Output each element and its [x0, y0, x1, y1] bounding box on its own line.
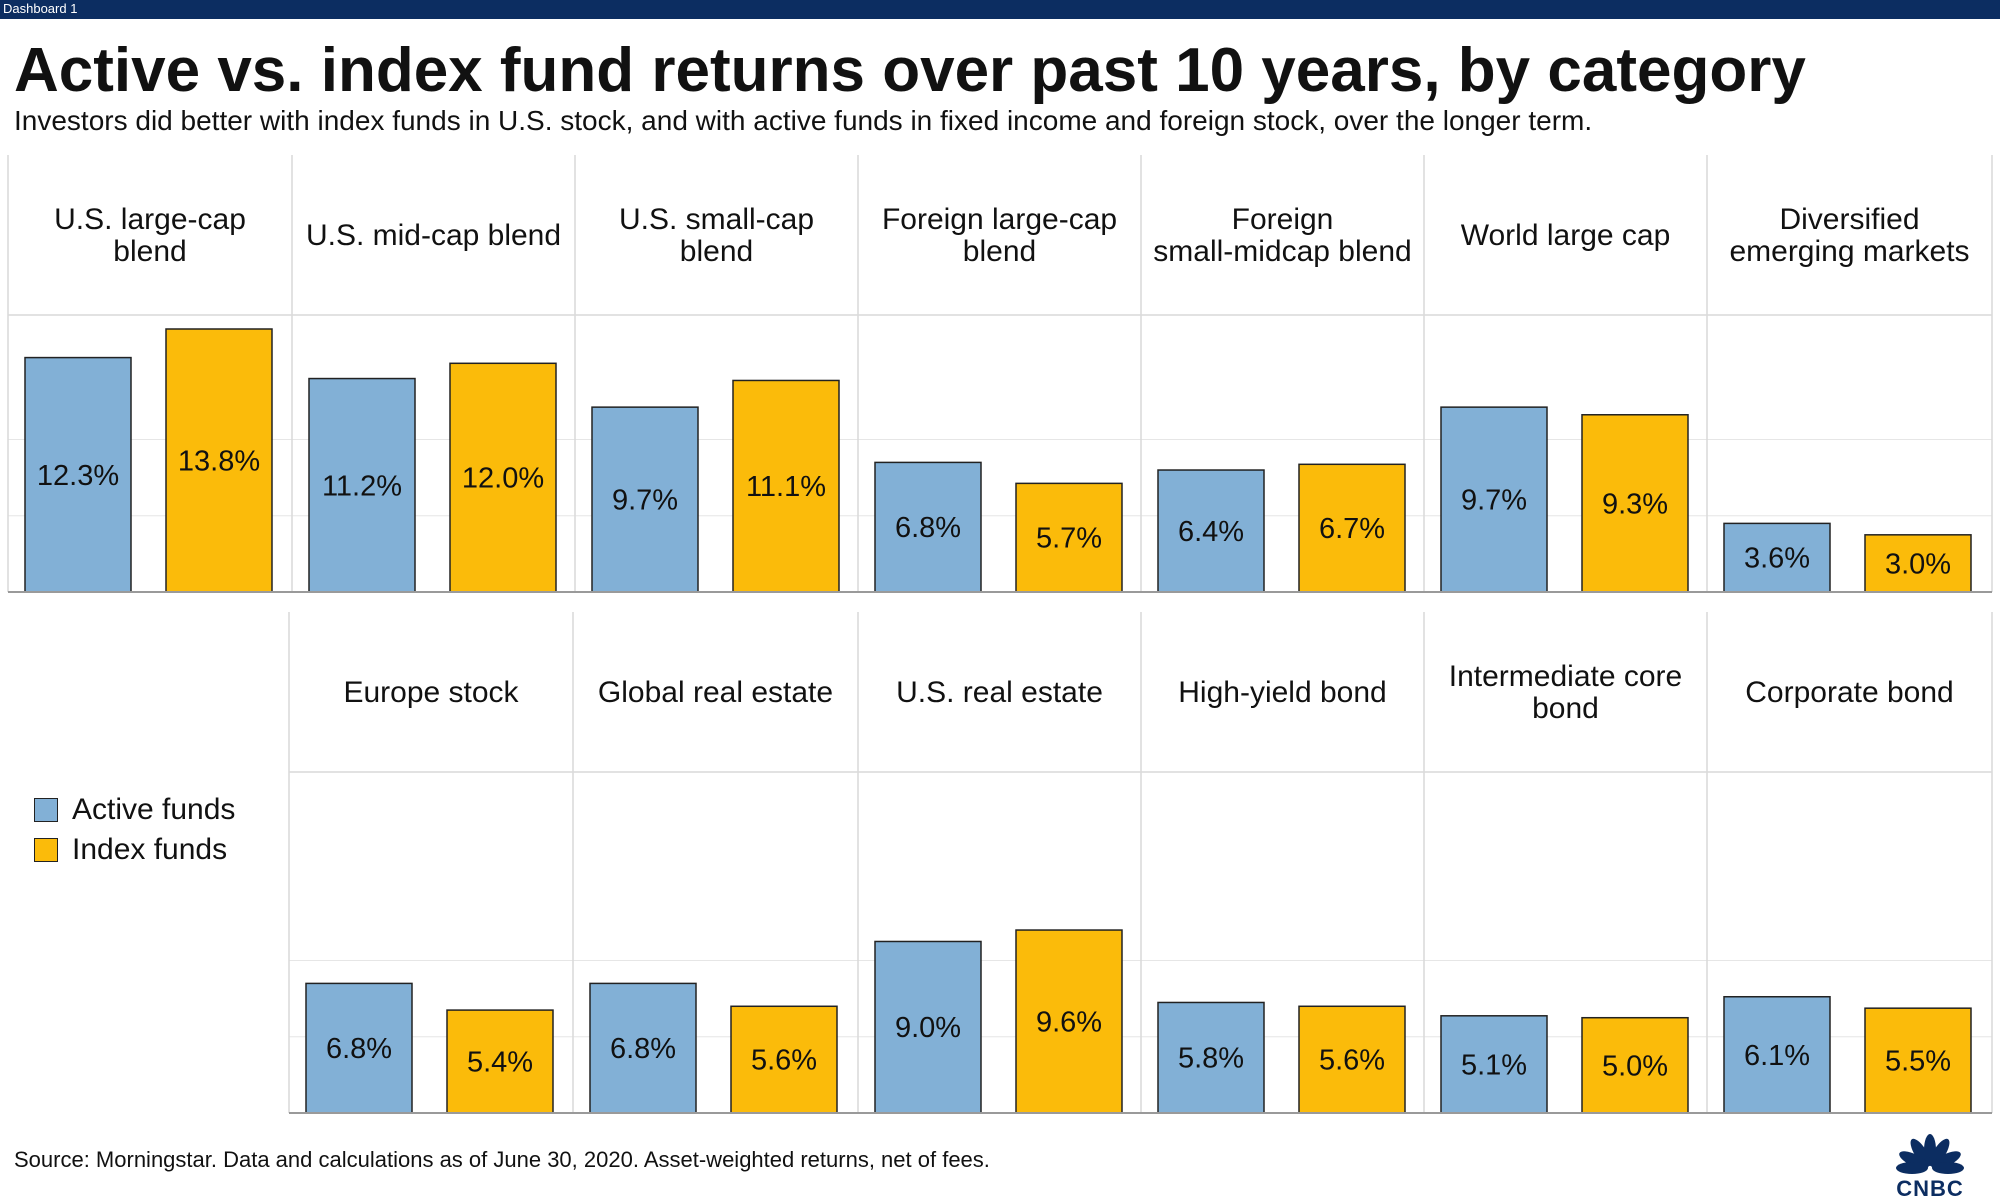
category-label: Foreign large-cap blend	[882, 203, 1117, 268]
bar-index	[449, 362, 557, 593]
bar-index	[446, 1009, 554, 1114]
bar-active	[305, 982, 413, 1114]
legend-swatch-active	[34, 798, 58, 822]
data-label: 5.1%	[1461, 1049, 1527, 1081]
dashboard-tab-bar: Dashboard 1	[0, 0, 2000, 19]
data-label: 9.3%	[1602, 488, 1668, 520]
legend-item-index: Index funds	[34, 830, 235, 870]
category-label: Europe stock	[343, 676, 519, 709]
category-label: Intermediate core bond	[1449, 660, 1682, 725]
legend-swatch-index	[34, 838, 58, 862]
category-label: U.S. mid-cap blend	[306, 219, 561, 252]
data-label: 3.6%	[1744, 543, 1810, 575]
bar-index	[1581, 1016, 1689, 1114]
data-label: 5.5%	[1885, 1046, 1951, 1078]
logo-text: CNBC	[1896, 1176, 1964, 1201]
data-label: 13.8%	[178, 446, 260, 478]
data-label: 6.8%	[326, 1033, 392, 1065]
data-label: 12.3%	[37, 460, 119, 492]
chart-legend: Active funds Index funds	[34, 790, 235, 870]
chart-title: Active vs. index fund returns over past …	[14, 36, 1806, 105]
bar-active	[874, 940, 982, 1114]
category-label: World large cap	[1461, 219, 1671, 252]
data-label: 6.8%	[895, 512, 961, 544]
category-label: U.S. large-cap blend	[54, 203, 246, 268]
bar-active	[591, 406, 699, 593]
dashboard-tab-label[interactable]: Dashboard 1	[3, 1, 78, 16]
category-label: High-yield bond	[1178, 676, 1386, 709]
data-label: 6.1%	[1744, 1040, 1810, 1072]
bar-index	[1015, 929, 1123, 1114]
data-label: 12.0%	[462, 463, 544, 495]
legend-label-index: Index funds	[72, 833, 228, 866]
bar-index	[1298, 463, 1406, 593]
data-label: 11.2%	[322, 470, 402, 502]
data-label: 6.8%	[610, 1033, 676, 1065]
data-label: 6.7%	[1319, 513, 1385, 545]
data-label: 6.4%	[1178, 516, 1244, 548]
peacock-icon	[1896, 1134, 1964, 1174]
bar-active	[308, 377, 416, 593]
category-label: Corporate bond	[1745, 676, 1953, 709]
bar-active	[1723, 522, 1831, 593]
bar-index	[1864, 1007, 1972, 1114]
data-label: 9.0%	[895, 1012, 961, 1044]
legend-label-active: Active funds	[72, 793, 236, 826]
chart-subtitle: Investors did better with index funds in…	[14, 105, 1593, 136]
data-label: 5.4%	[467, 1047, 533, 1079]
category-label: U.S. small-cap blend	[619, 203, 814, 268]
bar-index	[730, 1005, 838, 1114]
category-label: U.S. real estate	[896, 676, 1103, 709]
bar-active	[589, 982, 697, 1114]
data-label: 9.7%	[1461, 485, 1527, 517]
data-label: 5.0%	[1602, 1050, 1668, 1082]
category-label: Global real estate	[598, 676, 833, 709]
legend-item-active: Active funds	[34, 790, 235, 830]
bar-index	[1581, 414, 1689, 593]
data-label: 9.7%	[612, 485, 678, 517]
bar-index	[732, 379, 840, 593]
data-label: 5.6%	[1319, 1045, 1385, 1077]
bar-active	[1440, 1015, 1548, 1114]
category-label: Diversified emerging markets	[1729, 203, 1969, 268]
bar-active	[1723, 995, 1831, 1114]
bar-active	[1157, 1001, 1265, 1114]
data-label: 5.7%	[1036, 523, 1102, 555]
category-label: Foreign small-midcap blend	[1153, 203, 1411, 268]
data-label: 9.6%	[1036, 1007, 1102, 1039]
bar-index	[1298, 1005, 1406, 1114]
cnbc-logo: CNBC	[1880, 1128, 1980, 1201]
bar-active	[1157, 469, 1265, 593]
bar-index	[1015, 482, 1123, 593]
bar-index	[1864, 534, 1972, 593]
data-label: 5.8%	[1178, 1043, 1244, 1075]
bar-active	[1440, 406, 1548, 593]
source-note: Source: Morningstar. Data and calculatio…	[14, 1147, 990, 1172]
data-label: 5.6%	[751, 1045, 817, 1077]
data-label: 3.0%	[1885, 548, 1951, 580]
data-label: 11.1%	[746, 471, 826, 503]
